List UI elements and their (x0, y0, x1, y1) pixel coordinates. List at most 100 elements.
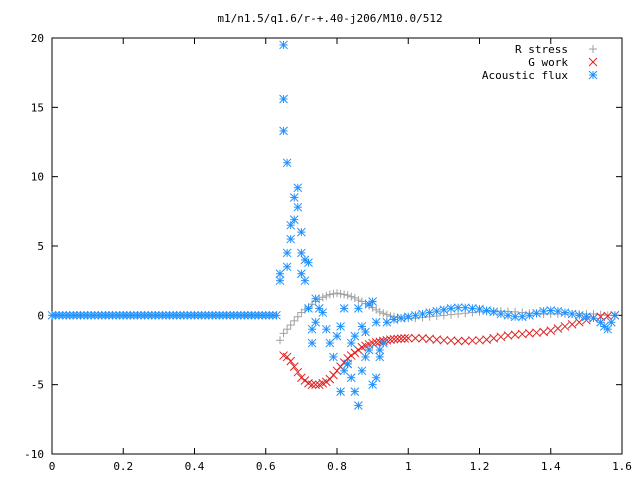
acoustic-flux-point (279, 94, 288, 104)
acoustic-flux-point (510, 312, 520, 322)
acoustic-flux-point (371, 373, 381, 383)
acoustic-flux-point (364, 345, 374, 355)
g-work-point (393, 334, 402, 344)
acoustic-flux-point (503, 310, 513, 320)
acoustic-flux-point (453, 303, 463, 313)
x-tick-label: 1 (405, 460, 412, 473)
g-work-point (574, 317, 584, 327)
g-work-point (400, 333, 410, 343)
axes: 0 0.2 0.4 0.6 0.8 1 1.2 1.4 1.6 -10 -5 0 5 10 15 20 (24, 32, 632, 473)
acoustic-flux-point (325, 338, 335, 348)
g-work-point (286, 356, 296, 366)
y-tick-label: 20 (31, 32, 44, 45)
g-work-point (510, 330, 520, 340)
r-stress-point (350, 294, 359, 302)
acoustic-flux-point (304, 258, 313, 267)
acoustic-flux-point (282, 262, 292, 272)
x-tick-label: 1.2 (470, 460, 490, 473)
acoustic-flux-point (354, 401, 363, 410)
g-work-point (350, 348, 360, 358)
x-tick-label: 0 (49, 460, 56, 473)
legend-marker (588, 57, 598, 67)
acoustic-flux-point (279, 40, 288, 50)
x-tick-label: 0.4 (185, 460, 205, 473)
g-work-point (297, 373, 306, 383)
acoustic-flux-point (297, 248, 306, 258)
g-work-point (475, 335, 484, 345)
acoustic-flux-point (336, 387, 345, 396)
g-work-point (453, 336, 463, 346)
acoustic-flux-point (350, 387, 360, 396)
r-stress-point (354, 296, 363, 305)
legend-label: Acoustic flux (482, 69, 568, 82)
r-stress-point (372, 305, 381, 314)
acoustic-flux-point (439, 305, 449, 315)
acoustic-flux-point (574, 310, 584, 320)
acoustic-flux-point (289, 193, 299, 202)
x-tick-label: 0.6 (256, 460, 276, 473)
legend-marker (589, 45, 597, 53)
g-work-point (468, 336, 477, 345)
acoustic-flux-point (318, 308, 328, 317)
acoustic-flux-point (275, 276, 285, 286)
data-marks (47, 40, 620, 410)
acoustic-flux-point (371, 317, 381, 327)
acoustic-flux-point (339, 304, 349, 313)
g-work-point (389, 334, 399, 344)
r-stress-point (379, 309, 388, 318)
g-work-point (460, 336, 470, 346)
acoustic-flux-point (368, 297, 377, 306)
g-work-point (354, 345, 363, 355)
g-work-point (539, 327, 548, 337)
acoustic-flux-point (321, 324, 331, 334)
acoustic-flux-point (425, 308, 434, 317)
acoustic-flux-point (546, 306, 556, 315)
acoustic-flux-point (582, 312, 591, 322)
r-stress-point (347, 292, 356, 301)
r-stress-point (290, 316, 299, 325)
x-tick-label: 0.2 (113, 460, 133, 473)
g-work-point (403, 333, 413, 343)
acoustic-flux-point (446, 304, 456, 313)
acoustic-flux-point (382, 317, 392, 327)
acoustic-flux-point (350, 331, 360, 341)
acoustic-flux-point (275, 269, 285, 279)
g-work-point (482, 335, 491, 344)
g-work-point (425, 334, 434, 344)
r-stress-point (382, 310, 391, 319)
acoustic-flux-point (311, 317, 320, 327)
legend-label: R stress (515, 43, 568, 56)
r-stress-point (596, 310, 605, 319)
acoustic-flux-point (375, 352, 385, 362)
r-stress-point (343, 291, 352, 300)
g-work-point (496, 332, 506, 342)
g-work-point (289, 362, 299, 371)
y-tick-label: 0 (37, 309, 44, 322)
acoustic-flux-point (304, 304, 313, 313)
acoustic-flux-point (282, 248, 292, 258)
acoustic-flux-point (329, 352, 338, 362)
acoustic-flux-point (553, 306, 563, 316)
acoustic-flux-point (357, 322, 367, 331)
y-tick-label: 5 (37, 240, 44, 253)
acoustic-flux-point (346, 338, 356, 348)
acoustic-flux-point (496, 309, 506, 319)
acoustic-flux-point (389, 315, 399, 324)
chart-title: m1/n1.5/q1.6/r-+.40-j206/M10.0/512 (217, 12, 442, 25)
acoustic-flux-point (567, 309, 577, 319)
g-work-point (300, 376, 310, 385)
g-work-point (546, 326, 556, 335)
acoustic-flux-point (525, 310, 534, 320)
r-stress-point (375, 307, 384, 316)
g-work-point (311, 380, 320, 390)
x-tick-label: 0.8 (327, 460, 347, 473)
acoustic-flux-point (489, 307, 499, 317)
acoustic-flux-point (432, 306, 442, 316)
acoustic-flux-point (603, 324, 613, 334)
acoustic-flux-point (418, 309, 427, 319)
acoustic-flux-point (357, 366, 367, 376)
g-work-point (489, 333, 499, 343)
y-tick-label: -10 (24, 448, 44, 461)
